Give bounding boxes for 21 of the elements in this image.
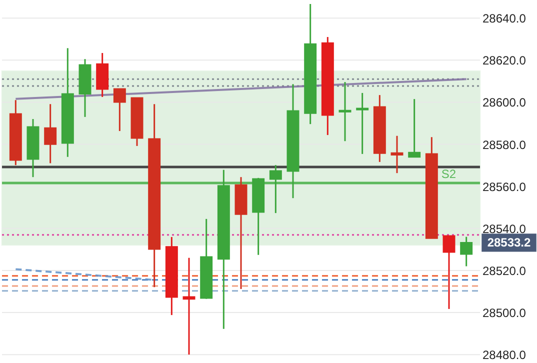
y-tick-label: 28620.0 xyxy=(482,54,526,68)
y-tick-label: 28480.0 xyxy=(482,348,526,362)
candlestick xyxy=(408,98,421,158)
candlestick xyxy=(460,236,473,268)
candlestick xyxy=(442,235,456,310)
y-tick-label: 28640.0 xyxy=(482,12,526,26)
candlestick xyxy=(390,135,404,174)
y-tick-label: 28500.0 xyxy=(482,306,526,320)
candlestick xyxy=(338,81,352,142)
y-tick-label: 28580.0 xyxy=(482,138,526,152)
candlestick xyxy=(269,164,282,214)
y-tick-label: 28540.0 xyxy=(482,222,526,236)
candlestick xyxy=(44,103,57,164)
ref-line-label: S2 xyxy=(441,166,456,181)
candlestick xyxy=(182,257,196,356)
y-tick-label: 28600.0 xyxy=(482,96,526,110)
y-tick-label: 28560.0 xyxy=(482,180,526,194)
candlestick xyxy=(113,88,126,132)
candlestick xyxy=(356,92,369,155)
text: 28533.2 xyxy=(487,236,532,250)
y-tick-label: 28520.0 xyxy=(482,264,526,278)
